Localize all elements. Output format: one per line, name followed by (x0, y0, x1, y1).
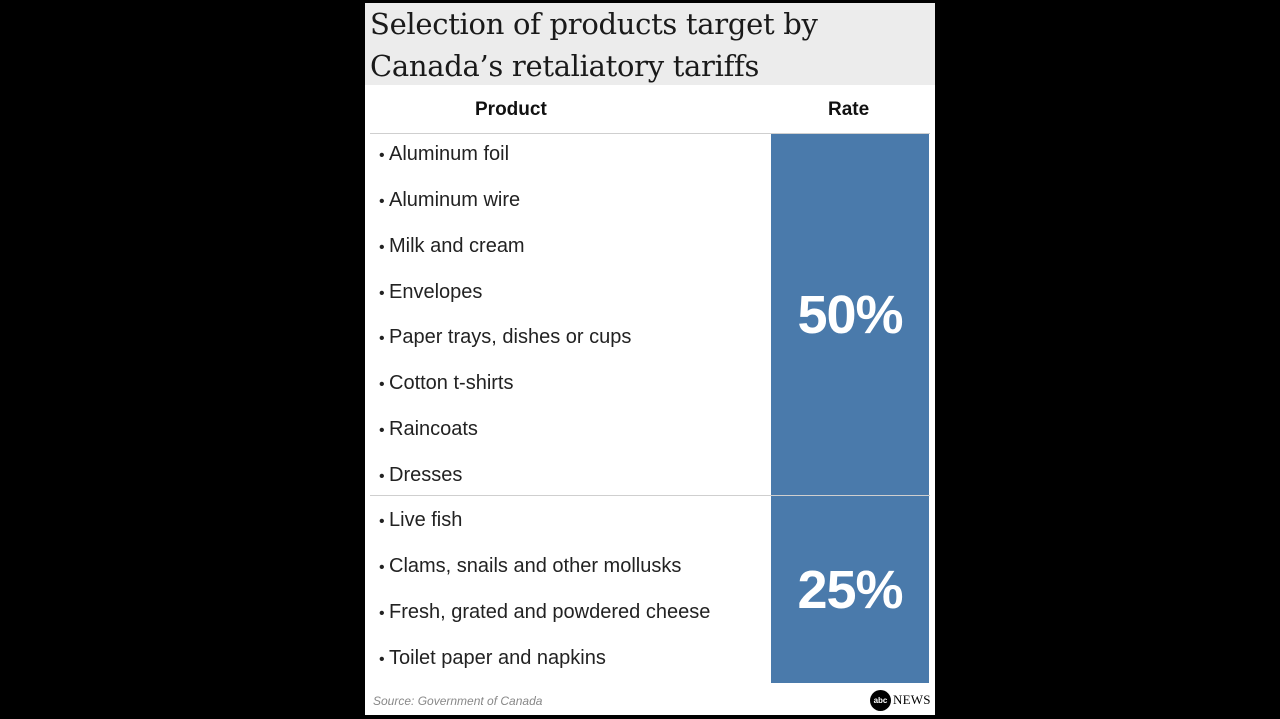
product-name: Aluminum wire (389, 189, 521, 211)
list-item: • Clams, snails and other mollusks (379, 554, 681, 578)
bullet: • (379, 422, 385, 439)
column-header-product: Product (475, 99, 547, 120)
list-item: • Dresses (379, 463, 462, 487)
product-name: Fresh, grated and powdered cheese (389, 601, 711, 623)
list-item: • Cotton t-shirts (379, 371, 513, 395)
list-item: • Live fish (379, 508, 462, 532)
group-divider (370, 495, 930, 496)
list-item: • Toilet paper and napkins (379, 646, 606, 670)
product-name: Aluminum foil (389, 143, 510, 165)
title-band: Selection of products target by Canada’s… (365, 3, 935, 85)
bullet: • (379, 651, 385, 668)
rate-value: 50% (797, 284, 903, 345)
product-name: Paper trays, dishes or cups (389, 326, 632, 348)
abc-news-logo: abc NEWS (870, 689, 931, 711)
header-divider (370, 133, 930, 134)
product-name: Cotton t-shirts (389, 372, 514, 394)
product-name: Live fish (389, 509, 463, 531)
list-item: • Paper trays, dishes or cups (379, 325, 631, 349)
list-item: • Aluminum foil (379, 142, 509, 166)
rate-value: 25% (797, 559, 903, 620)
bullet: • (379, 193, 385, 210)
bullet: • (379, 239, 385, 256)
abc-logo-icon: abc (870, 689, 891, 711)
bullet: • (379, 559, 385, 576)
logo-wordmark: NEWS (893, 692, 931, 707)
bullet: • (379, 147, 385, 164)
bullet: • (379, 376, 385, 393)
list-item: • Fresh, grated and powdered cheese (379, 600, 710, 624)
bullet: • (379, 330, 385, 347)
rate-cell-25: 25% (771, 496, 929, 683)
bullet: • (379, 513, 385, 530)
list-item: • Milk and cream (379, 234, 525, 258)
list-item: • Envelopes (379, 280, 482, 304)
column-header-rate: Rate (828, 99, 870, 120)
source-note: Source: Government of Canada (373, 694, 543, 708)
product-name: Milk and cream (389, 235, 525, 257)
list-item: • Raincoats (379, 417, 478, 441)
infographic-card: Selection of products target by Canada’s… (365, 3, 935, 715)
product-name: Envelopes (389, 281, 483, 303)
product-name: Dresses (389, 464, 463, 486)
bullet: • (379, 285, 385, 302)
bullet: • (379, 605, 385, 622)
list-item: • Aluminum wire (379, 188, 520, 212)
product-name: Toilet paper and napkins (389, 647, 606, 669)
page-title: Selection of products target by Canada’s… (370, 7, 818, 83)
product-name: Clams, snails and other mollusks (389, 555, 682, 577)
bullet: • (379, 468, 385, 485)
product-name: Raincoats (389, 418, 478, 440)
rate-cell-50: 50% (771, 134, 929, 495)
